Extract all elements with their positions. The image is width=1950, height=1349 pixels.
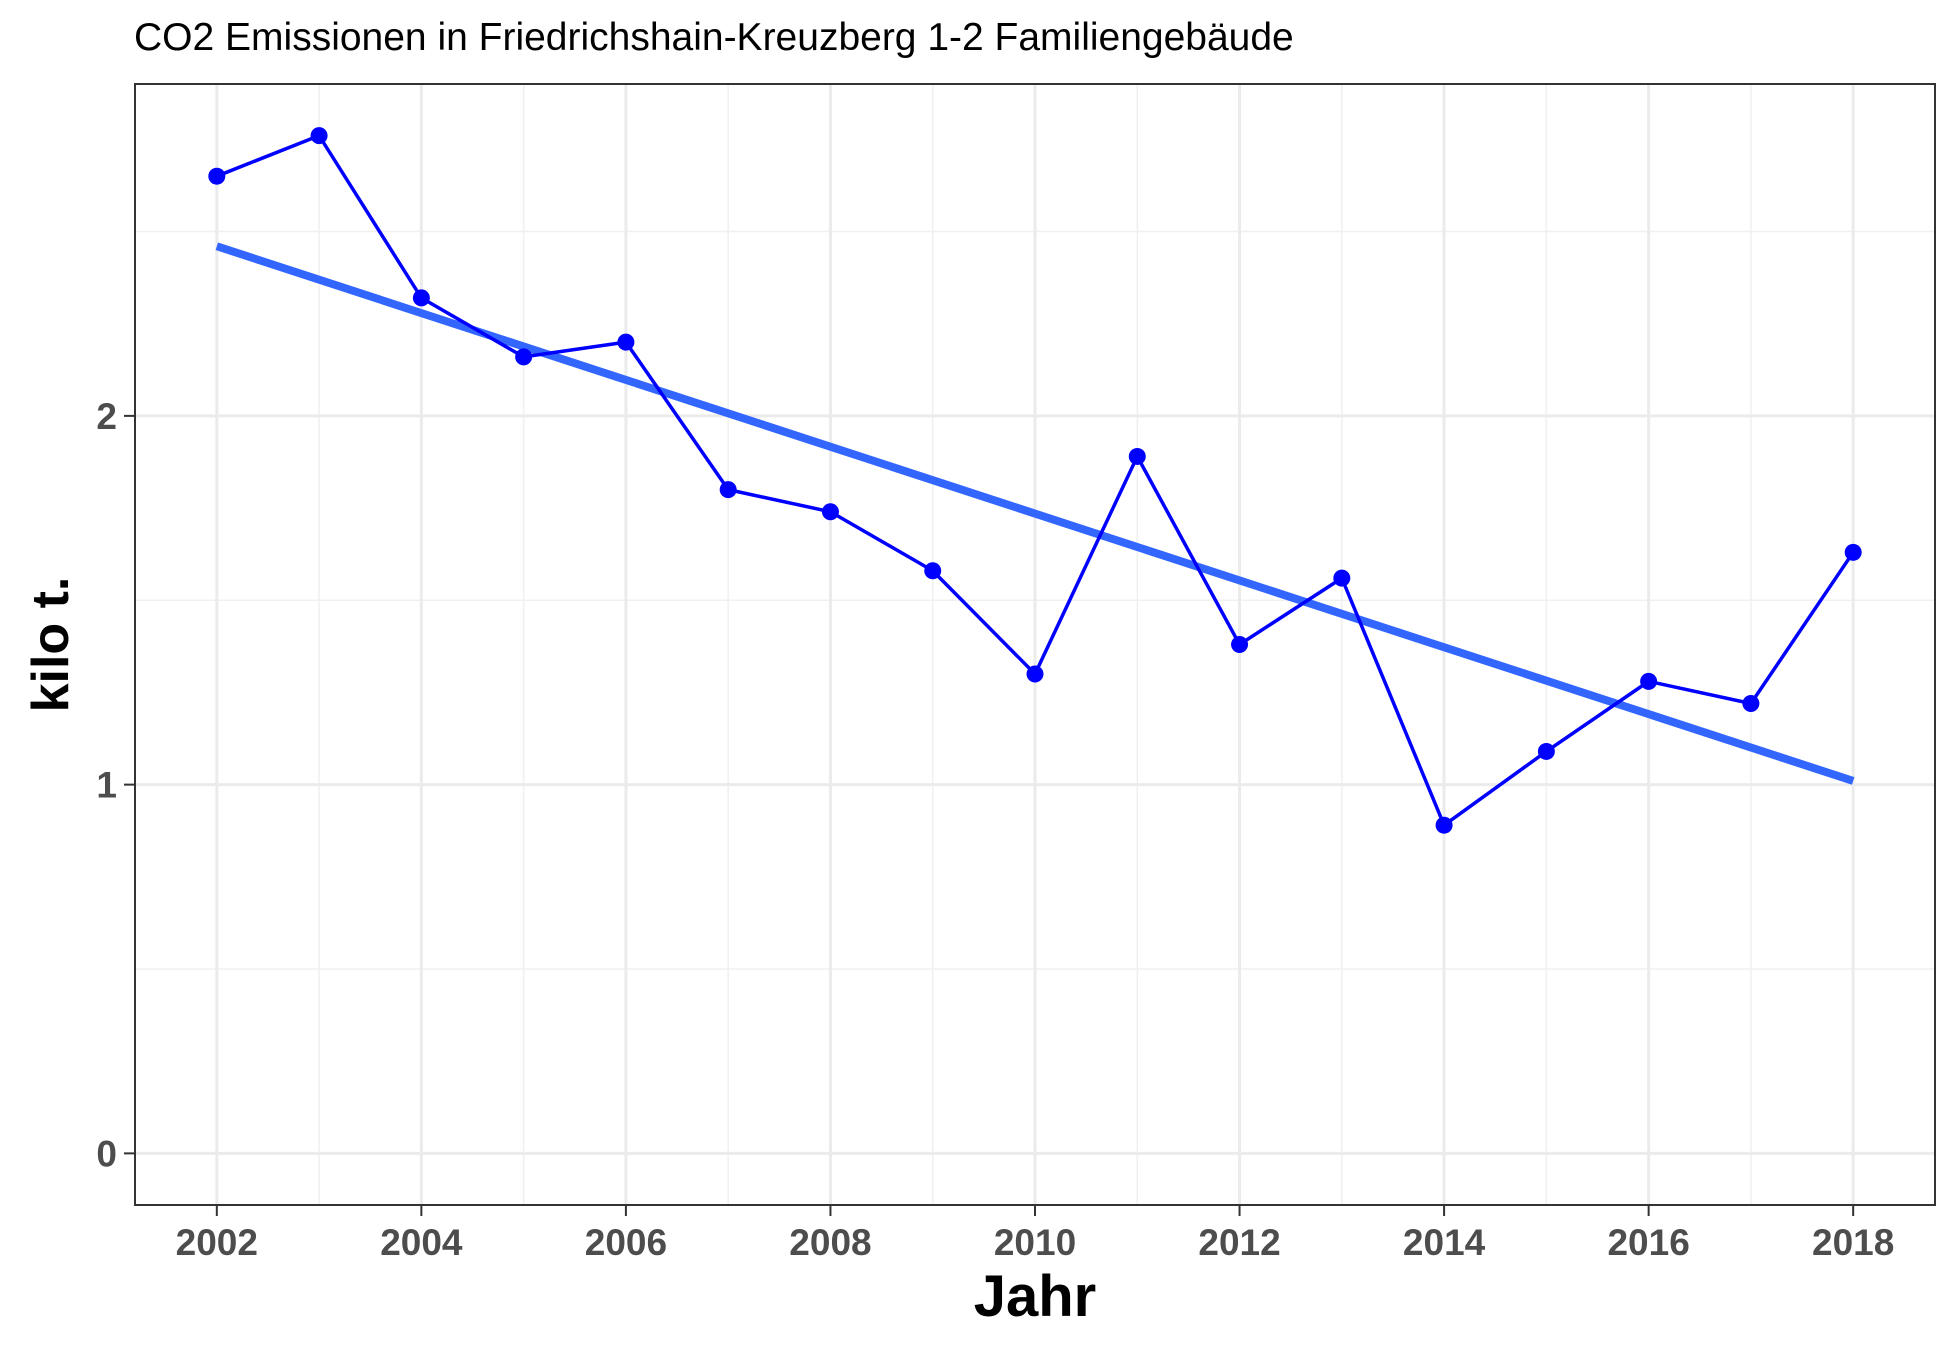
data-point [412,289,430,307]
x-tick-label: 2010 [994,1222,1076,1263]
data-series-group [208,127,1862,834]
chart-title: CO2 Emissionen in Friedrichshain-Kreuzbe… [134,16,1294,59]
x-tick-label: 2002 [176,1222,258,1263]
x-tick-label: 2006 [585,1222,667,1263]
y-tick-label: 0 [96,1133,117,1174]
data-point [821,503,839,521]
x-tick-label: 2012 [1198,1222,1280,1263]
x-tick-label: 2016 [1607,1222,1689,1263]
data-point [1333,569,1351,587]
tick-labels: 2002 2004 2006 2008 2010 2012 2014 2016 2018 0 1 2 [96,396,1894,1263]
x-tick-label: 2008 [789,1222,871,1263]
x-tick-label: 2018 [1812,1222,1894,1263]
grid-lines [135,84,1935,1205]
data-point [208,167,226,185]
x-axis-title: Jahr [974,1264,1097,1329]
data-point [1640,672,1658,690]
y-tick-label: 2 [96,396,117,437]
x-tick-label: 2014 [1403,1222,1486,1263]
data-point [617,333,635,351]
data-point [719,481,737,499]
y-tick-label: 1 [96,765,117,806]
data-point [310,127,328,145]
data-point [1537,742,1555,760]
data-point [515,348,533,366]
data-point [1231,636,1249,653]
data-point [924,562,942,580]
axis-ticks [124,414,1855,1216]
data-point [1128,447,1146,465]
y-axis-title: kilo t. [22,577,80,713]
data-point [1742,695,1760,712]
data-point [1026,665,1044,683]
data-point [1435,816,1453,834]
data-point [1844,543,1862,561]
x-tick-label: 2004 [380,1222,463,1263]
panel-border [134,83,1936,1206]
